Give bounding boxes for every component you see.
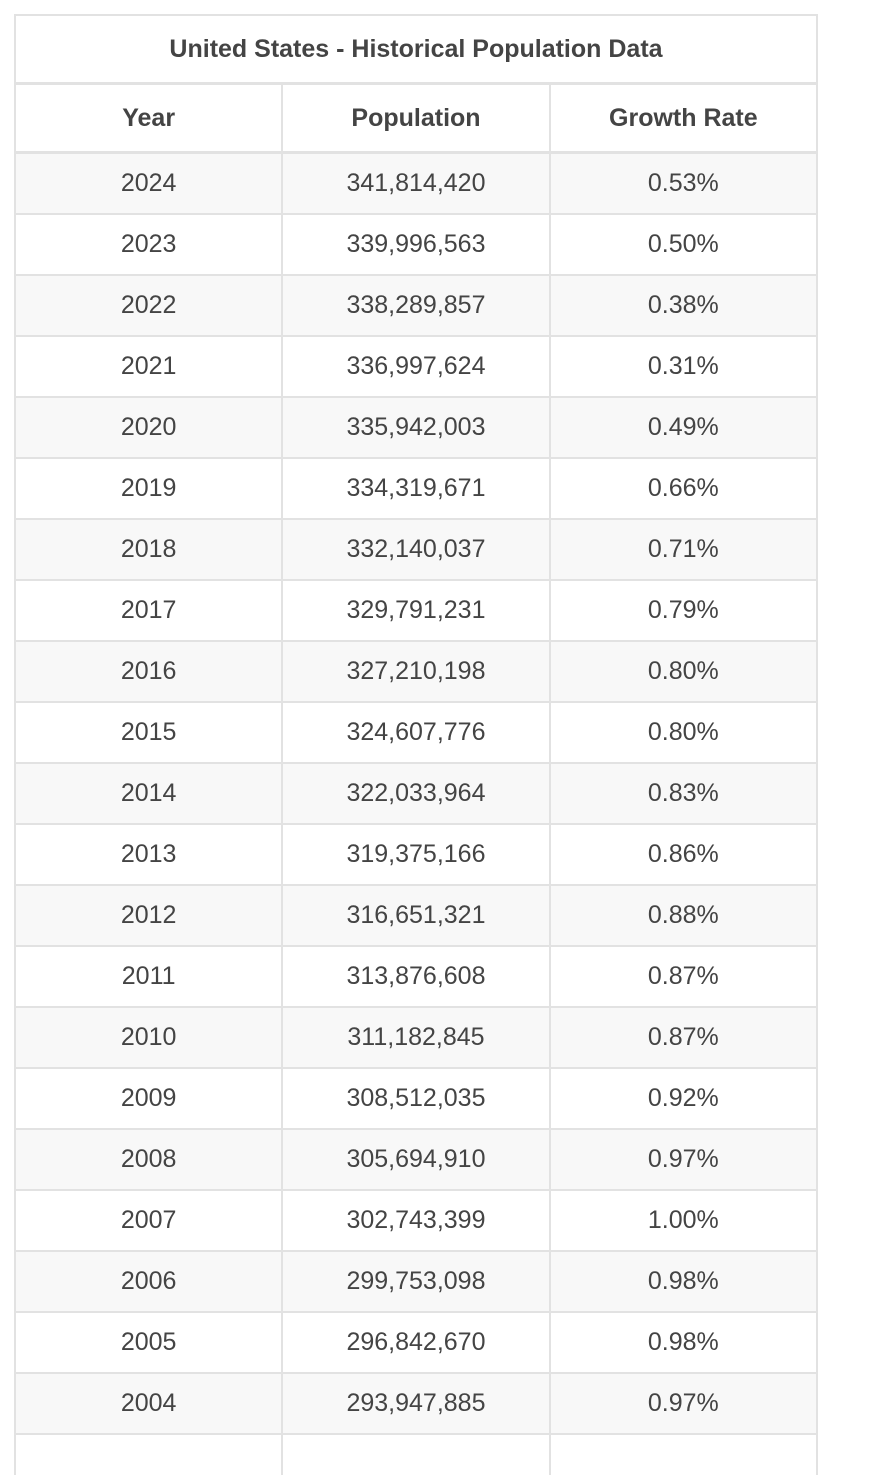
empty-cell: [550, 1434, 817, 1475]
table-row-partial: [15, 1434, 817, 1475]
year-cell: 2021: [15, 336, 282, 397]
growth-rate-cell: 0.98%: [550, 1312, 817, 1373]
growth-rate-cell: 0.66%: [550, 458, 817, 519]
population-cell: 308,512,035: [282, 1068, 549, 1129]
growth-rate-cell: 0.98%: [550, 1251, 817, 1312]
year-cell: 2009: [15, 1068, 282, 1129]
population-cell: 311,182,845: [282, 1007, 549, 1068]
growth-rate-cell: 0.80%: [550, 641, 817, 702]
year-cell: 2010: [15, 1007, 282, 1068]
year-cell: 2005: [15, 1312, 282, 1373]
year-cell: 2019: [15, 458, 282, 519]
growth-rate-cell: 0.49%: [550, 397, 817, 458]
population-cell: 322,033,964: [282, 763, 549, 824]
year-cell: 2023: [15, 214, 282, 275]
population-cell: 313,876,608: [282, 946, 549, 1007]
year-cell: 2018: [15, 519, 282, 580]
population-cell: 341,814,420: [282, 153, 549, 215]
growth-rate-cell: 0.50%: [550, 214, 817, 275]
population-cell: 334,319,671: [282, 458, 549, 519]
growth-rate-cell: 1.00%: [550, 1190, 817, 1251]
year-cell: 2015: [15, 702, 282, 763]
header-row: Year Population Growth Rate: [15, 84, 817, 153]
population-cell: 338,289,857: [282, 275, 549, 336]
growth-rate-cell: 0.38%: [550, 275, 817, 336]
growth-rate-cell: 0.71%: [550, 519, 817, 580]
year-cell: 2007: [15, 1190, 282, 1251]
growth-rate-cell: 0.86%: [550, 824, 817, 885]
population-cell: 316,651,321: [282, 885, 549, 946]
year-cell: 2013: [15, 824, 282, 885]
growth-rate-cell: 0.31%: [550, 336, 817, 397]
year-cell: 2011: [15, 946, 282, 1007]
growth-rate-cell: 0.97%: [550, 1129, 817, 1190]
population-cell: 339,996,563: [282, 214, 549, 275]
population-cell: 324,607,776: [282, 702, 549, 763]
growth-rate-cell: 0.53%: [550, 153, 817, 215]
population-cell: 335,942,003: [282, 397, 549, 458]
population-cell: 336,997,624: [282, 336, 549, 397]
growth-rate-cell: 0.92%: [550, 1068, 817, 1129]
year-cell: 2022: [15, 275, 282, 336]
year-cell: 2012: [15, 885, 282, 946]
table-title: United States - Historical Population Da…: [15, 15, 817, 84]
year-cell: 2016: [15, 641, 282, 702]
population-cell: 296,842,670: [282, 1312, 549, 1373]
population-cell: 319,375,166: [282, 824, 549, 885]
growth-rate-cell: 0.87%: [550, 1007, 817, 1068]
population-table: United States - Historical Population Da…: [14, 14, 818, 1475]
empty-cell: [15, 1434, 282, 1475]
year-cell: 2004: [15, 1373, 282, 1434]
empty-cell: [282, 1434, 549, 1475]
population-cell: 332,140,037: [282, 519, 549, 580]
year-cell: 2024: [15, 153, 282, 215]
population-cell: 299,753,098: [282, 1251, 549, 1312]
growth-rate-cell: 0.83%: [550, 763, 817, 824]
year-cell: 2020: [15, 397, 282, 458]
title-row: United States - Historical Population Da…: [15, 15, 817, 84]
column-header-growth-rate: Growth Rate: [550, 84, 817, 153]
population-cell: 327,210,198: [282, 641, 549, 702]
growth-rate-cell: 0.80%: [550, 702, 817, 763]
year-cell: 2008: [15, 1129, 282, 1190]
growth-rate-cell: 0.87%: [550, 946, 817, 1007]
population-cell: 293,947,885: [282, 1373, 549, 1434]
year-cell: 2014: [15, 763, 282, 824]
growth-rate-cell: 0.79%: [550, 580, 817, 641]
year-cell: 2006: [15, 1251, 282, 1312]
column-header-population: Population: [282, 84, 549, 153]
column-header-year: Year: [15, 84, 282, 153]
population-cell: 305,694,910: [282, 1129, 549, 1190]
year-cell: 2017: [15, 580, 282, 641]
growth-rate-cell: 0.97%: [550, 1373, 817, 1434]
population-cell: 329,791,231: [282, 580, 549, 641]
growth-rate-cell: 0.88%: [550, 885, 817, 946]
population-cell: 302,743,399: [282, 1190, 549, 1251]
